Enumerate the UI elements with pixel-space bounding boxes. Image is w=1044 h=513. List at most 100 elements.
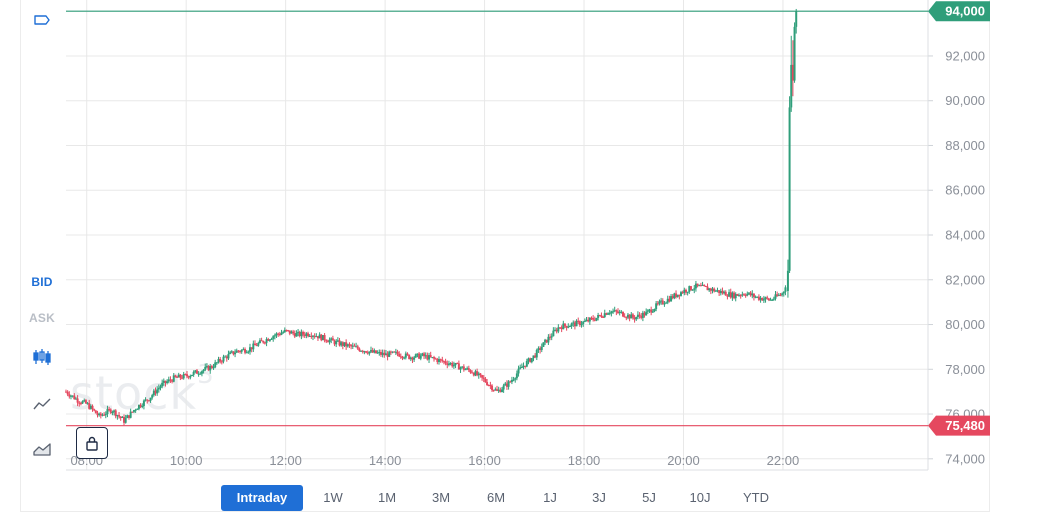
candle-body <box>441 359 444 362</box>
candle-body <box>612 311 615 313</box>
x-tick-label: 20:00 <box>667 453 700 468</box>
candle-body <box>212 367 215 369</box>
candle-body <box>431 357 434 359</box>
candle-body <box>363 351 366 353</box>
candle-body <box>111 411 114 413</box>
candle-body <box>684 289 687 293</box>
candle-body <box>456 363 459 365</box>
candle-body <box>234 352 237 355</box>
candle-body <box>345 342 348 347</box>
candle-body <box>592 318 595 320</box>
candlestick-button[interactable] <box>28 345 56 369</box>
y-tick-label: 86,000 <box>945 183 985 198</box>
candle-body <box>723 291 726 294</box>
candle-body <box>199 373 202 375</box>
candle-body <box>350 345 353 347</box>
range-1w[interactable]: 1W <box>323 490 343 505</box>
candle-body <box>499 389 502 393</box>
candle-body <box>116 415 119 417</box>
candle-body <box>746 293 749 296</box>
range-10j[interactable]: 10J <box>689 490 711 505</box>
candle-body <box>224 356 227 358</box>
candle-body <box>439 359 442 361</box>
candle-body <box>588 317 591 322</box>
candle-body <box>253 343 256 346</box>
candle-body <box>529 358 532 363</box>
candle-body <box>646 310 649 312</box>
ask-button[interactable]: ASK <box>28 306 56 330</box>
candle-body <box>186 374 189 377</box>
range-5j[interactable]: 5J <box>642 490 656 505</box>
candle-body <box>784 287 787 292</box>
candle-body <box>159 386 162 388</box>
candle-body <box>176 376 179 378</box>
candle-body <box>689 286 692 291</box>
candle-body <box>621 311 624 317</box>
candle-body <box>142 400 145 407</box>
range-3m[interactable]: 3M <box>431 490 451 505</box>
candle-body <box>217 358 220 363</box>
candle-body <box>280 332 283 335</box>
candle-body <box>287 330 290 332</box>
candle-body <box>126 415 129 419</box>
candle-body <box>258 340 261 344</box>
price-chart[interactable]: 08:00 10:00 12:00 14:00 16:00 18:00 20:00 22:00… <box>0 0 1044 480</box>
candle-body <box>507 381 510 387</box>
candle-body <box>388 351 391 357</box>
candle-body <box>625 317 628 319</box>
range-1m[interactable]: 1M <box>377 490 397 505</box>
candle-body <box>307 333 310 337</box>
candle-body <box>394 351 397 353</box>
lock-button[interactable] <box>76 427 108 459</box>
candle-body <box>514 378 517 380</box>
candle-body <box>633 317 636 320</box>
range-intraday[interactable]: Intraday <box>221 485 303 511</box>
candle-body <box>365 351 368 353</box>
candle-body <box>275 333 278 336</box>
range-3j[interactable]: 3J <box>592 490 606 505</box>
candle-body <box>560 327 563 330</box>
line-chart-button[interactable] <box>28 392 56 416</box>
candle-body <box>788 107 791 271</box>
area-chart-button[interactable] <box>28 437 56 461</box>
candle-body <box>764 297 767 300</box>
candle-body <box>195 370 198 374</box>
candle-body <box>374 350 377 354</box>
candle-body <box>134 409 137 411</box>
x-axis-ticks: 08:00 10:00 12:00 14:00 16:00 18:00 20:00 22:00 <box>70 453 799 468</box>
candle-body <box>174 375 177 377</box>
candle-body <box>520 366 523 368</box>
x-tick-label: 18:00 <box>568 453 601 468</box>
area-chart-icon <box>33 443 51 456</box>
candle-body <box>119 416 122 418</box>
candle-body <box>686 291 689 293</box>
candle-body <box>283 329 286 333</box>
flag-button[interactable] <box>28 8 56 32</box>
candle-body <box>316 336 319 339</box>
bid-button[interactable]: BID <box>28 270 56 294</box>
candle-body <box>486 382 489 386</box>
candle-body <box>139 404 142 407</box>
candle-body <box>605 313 608 315</box>
candle-body <box>379 352 382 355</box>
candle-body <box>398 353 401 357</box>
candle-body <box>457 363 460 370</box>
candle-body <box>293 333 296 337</box>
candle-body <box>391 351 394 353</box>
candle-body <box>406 353 409 355</box>
candle-body <box>567 326 570 328</box>
range-6m[interactable]: 6M <box>486 490 506 505</box>
candle-body <box>481 375 484 378</box>
candle-body <box>734 294 737 299</box>
candle-body <box>726 295 729 297</box>
range-1j[interactable]: 1J <box>543 490 557 505</box>
candle-body <box>477 373 480 376</box>
candle-body <box>157 387 160 390</box>
candle-body <box>790 64 793 108</box>
candle-body <box>205 365 208 367</box>
candle-body <box>504 383 507 386</box>
candle-body <box>515 373 518 379</box>
range-ytd[interactable]: YTD <box>743 490 769 505</box>
candle-body <box>121 416 124 418</box>
candle-body <box>739 295 742 297</box>
